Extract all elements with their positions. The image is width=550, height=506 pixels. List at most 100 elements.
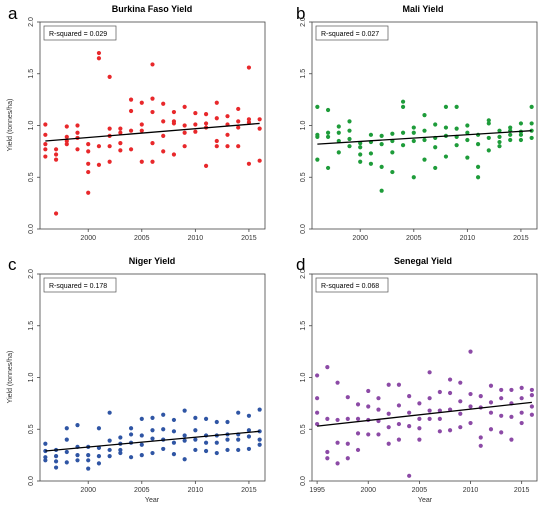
data-point [520,386,524,390]
data-point [150,62,154,66]
data-point [225,448,229,452]
data-point [108,448,112,452]
y-tick-label: 0.0 [300,224,307,234]
data-point [150,141,154,145]
data-point [86,170,90,174]
data-point [325,456,329,460]
data-point [407,474,411,478]
data-point [236,438,240,442]
y-tick-label: 1.5 [28,321,35,331]
data-point [97,144,101,148]
data-point [444,154,448,158]
data-point [326,166,330,170]
data-point [390,132,394,136]
data-point [499,396,503,400]
data-point [129,455,133,459]
data-point [43,154,47,158]
y-axis-title: Yield (tonnes/ha) [7,351,14,404]
data-point [347,144,351,148]
x-tick-label: 2000 [80,235,96,242]
data-point [489,400,493,404]
data-point [150,416,154,420]
data-point [499,430,503,434]
data-point [97,454,101,458]
data-point [161,102,165,106]
data-point [346,456,350,460]
data-point [172,452,176,456]
x-tick-label: 2015 [513,235,529,242]
plot-frame [40,274,265,481]
data-point [519,121,523,125]
data-point [401,143,405,147]
data-point [326,108,330,112]
data-point [380,189,384,193]
data-point [417,401,421,405]
data-point [215,451,219,455]
r-squared-label: R-squared = 0.029 [49,31,107,38]
data-point [497,135,501,139]
data-point [325,450,329,454]
data-point [75,423,79,427]
data-point [520,396,524,400]
data-point [118,148,122,152]
data-point [489,411,493,415]
data-point [433,145,437,149]
data-point [358,152,362,156]
data-point [509,415,513,419]
data-point [97,163,101,167]
data-point [140,101,144,105]
data-point [530,105,534,109]
plot-frame [312,22,537,229]
data-point [476,142,480,146]
data-point [356,431,360,435]
data-point [487,148,491,152]
data-point [97,426,101,430]
data-point [183,105,187,109]
x-tick-label: 2005 [134,235,150,242]
data-point [193,428,197,432]
data-point [499,414,503,418]
data-point [412,175,416,179]
data-point [247,414,251,418]
data-point [422,129,426,133]
y-tick-label: 2.0 [28,269,35,279]
data-point [433,122,437,126]
data-point [428,409,432,413]
x-tick-label: 2015 [514,487,530,494]
data-point [356,448,360,452]
data-point [387,383,391,387]
data-point [448,391,452,395]
data-point [172,121,176,125]
y-tick-label: 2.0 [28,17,35,27]
data-point [476,175,480,179]
data-point [65,438,69,442]
data-point [387,412,391,416]
data-point [444,125,448,129]
y-tick-label: 0.0 [28,224,35,234]
data-point [161,119,165,123]
data-point [438,429,442,433]
data-point [140,129,144,133]
data-point [215,139,219,143]
data-point [183,131,187,135]
data-point [97,56,101,60]
data-point [417,417,421,421]
data-point [438,417,442,421]
data-point [315,373,319,377]
data-point [129,426,133,430]
data-point [487,136,491,140]
data-point [183,123,187,127]
data-point [193,130,197,134]
data-point [376,407,380,411]
data-point [65,460,69,464]
data-point [479,444,483,448]
data-point [236,119,240,123]
x-tick-label: 1995 [309,487,325,494]
x-tick-label: 2005 [412,487,428,494]
data-point [397,403,401,407]
data-point [390,150,394,154]
data-point [204,121,208,125]
data-point [489,427,493,431]
data-point [86,149,90,153]
data-point [236,411,240,415]
